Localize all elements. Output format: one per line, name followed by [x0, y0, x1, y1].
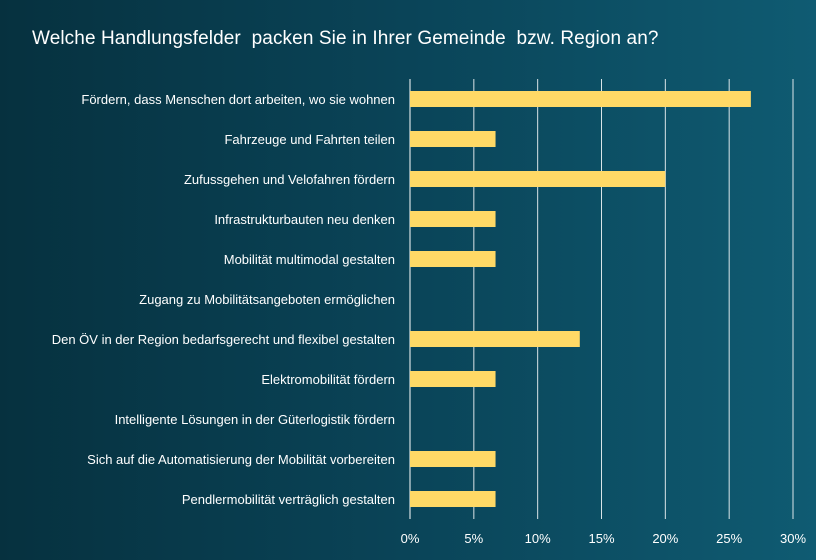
bar [410, 371, 496, 387]
bar [410, 171, 666, 187]
chart-title: Welche Handlungsfelder packen Sie in Ihr… [32, 28, 659, 49]
category-label: Zufussgehen und Velofahren fördern [184, 172, 395, 187]
bar [410, 91, 751, 107]
bar [410, 251, 496, 267]
category-label: Intelligente Lösungen in der Güterlogist… [115, 412, 395, 427]
x-tick-label: 15% [588, 531, 614, 546]
category-label: Pendlermobilität verträglich gestalten [182, 492, 395, 507]
x-tick-label: 30% [780, 531, 806, 546]
x-tick-label: 5% [464, 531, 483, 546]
x-tick-label: 20% [652, 531, 678, 546]
bar [410, 491, 496, 507]
bar [410, 211, 496, 227]
x-tick-label: 0% [401, 531, 420, 546]
category-label: Sich auf die Automatisierung der Mobilit… [87, 452, 395, 467]
x-tick-label: 25% [716, 531, 742, 546]
category-label: Den ÖV in der Region bedarfsgerecht und … [52, 332, 395, 347]
x-tick-label: 10% [525, 531, 551, 546]
bar [410, 451, 496, 467]
category-label: Infrastrukturbauten neu denken [214, 212, 395, 227]
category-label: Zugang zu Mobilitätsangeboten ermögliche… [139, 292, 395, 307]
category-label: Mobilität multimodal gestalten [224, 252, 395, 267]
category-label: Elektromobilität fördern [261, 372, 395, 387]
category-label: Fahrzeuge und Fahrten teilen [224, 132, 395, 147]
bar [410, 331, 580, 347]
bar [410, 131, 496, 147]
category-label: Fördern, dass Menschen dort arbeiten, wo… [81, 92, 395, 107]
